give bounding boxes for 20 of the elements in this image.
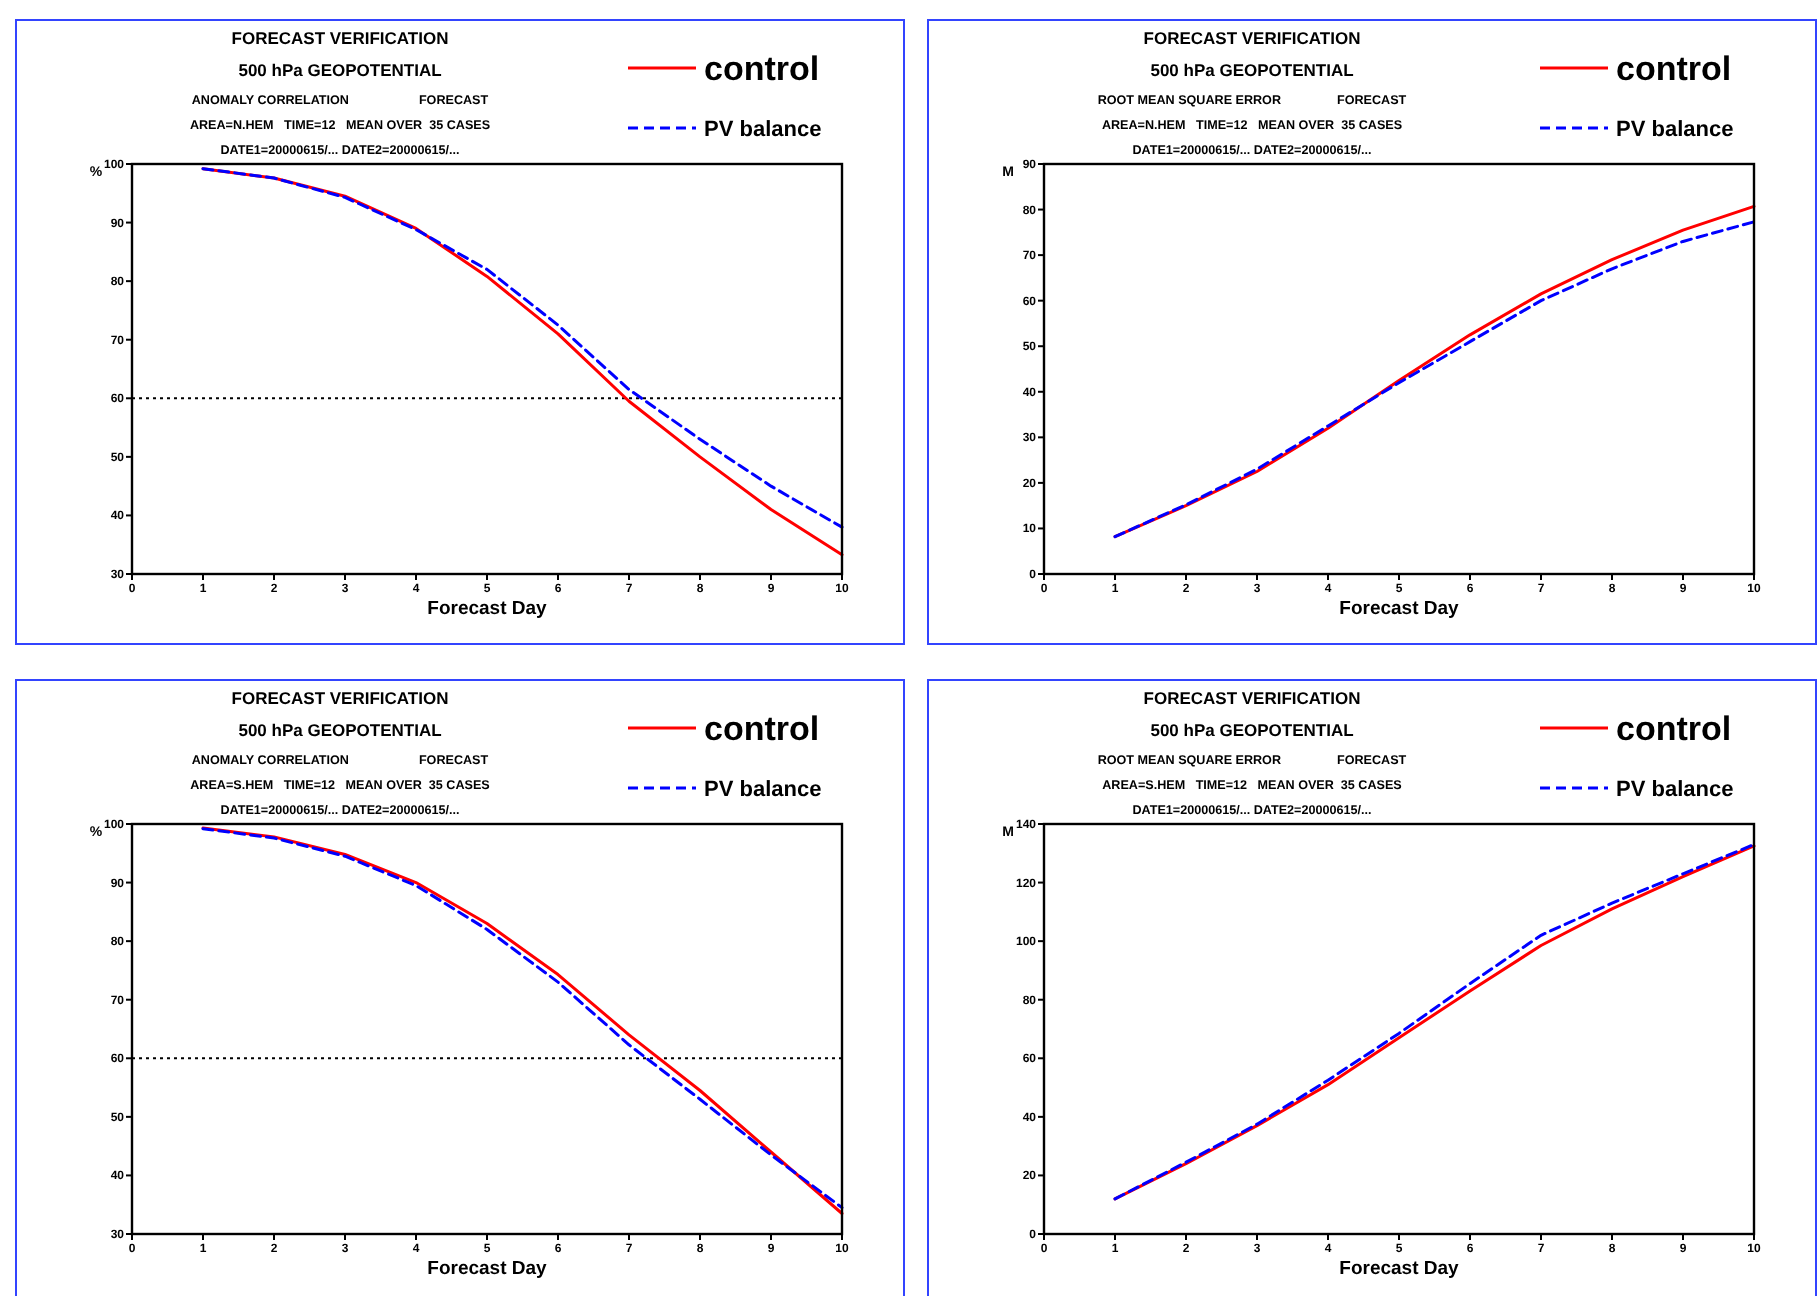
legend-label: control [1616, 710, 1732, 748]
chart-subtitle: 500 hPa GEOPOTENTIAL [238, 60, 442, 80]
x-axis-title: Forecast Day [427, 598, 549, 620]
legend-label: control [1616, 50, 1732, 88]
x-axis-title: Forecast Day [427, 1258, 549, 1280]
chart-subtitle: 500 hPa GEOPOTENTIAL [238, 720, 442, 740]
chart-title: FORECAST VERIFICATION [1143, 688, 1361, 708]
chart-subtitle: 500 hPa GEOPOTENTIAL [1150, 720, 1354, 740]
chart-subtitle: 500 hPa GEOPOTENTIAL [1150, 60, 1354, 80]
x-axis-title: Forecast Day [1339, 598, 1461, 620]
legend-label: PV balance [704, 118, 822, 142]
chart-title: FORECAST VERIFICATION [231, 28, 449, 48]
legend-label: PV balance [704, 778, 822, 802]
legend-label: control [704, 710, 820, 748]
legend-label: PV balance [1616, 118, 1734, 142]
chart-title: FORECAST VERIFICATION [1143, 28, 1361, 48]
legend-label: PV balance [1616, 778, 1734, 802]
chart-title: FORECAST VERIFICATION [231, 688, 449, 708]
x-axis-title: Forecast Day [1339, 1258, 1461, 1280]
legend-label: control [704, 50, 820, 88]
